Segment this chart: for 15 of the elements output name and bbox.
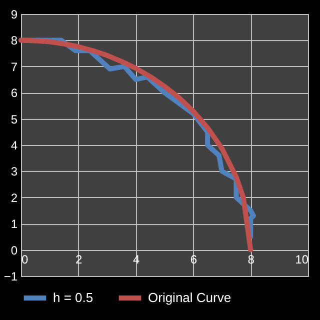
legend-label: h = 0.5 bbox=[53, 290, 94, 305]
legend-label: Original Curve bbox=[148, 290, 232, 305]
y-tick-label: −1 bbox=[4, 270, 18, 284]
y-tick-label: 4 bbox=[10, 138, 18, 152]
y-tick-label: 9 bbox=[10, 8, 18, 22]
y-tick-label: 1 bbox=[10, 217, 18, 232]
y-tick-label: 2 bbox=[10, 190, 18, 205]
y-tick-label: 7 bbox=[10, 60, 18, 74]
y-tick-label: 0 bbox=[10, 243, 18, 258]
x-tick-label: 10 bbox=[295, 252, 309, 266]
y-tick-label: 8 bbox=[10, 34, 18, 48]
x-tick-label: 0 bbox=[22, 252, 28, 266]
y-tick-label: 5 bbox=[10, 112, 18, 126]
y-tick-label: 3 bbox=[10, 164, 18, 179]
y-tick-label: 6 bbox=[10, 86, 18, 100]
